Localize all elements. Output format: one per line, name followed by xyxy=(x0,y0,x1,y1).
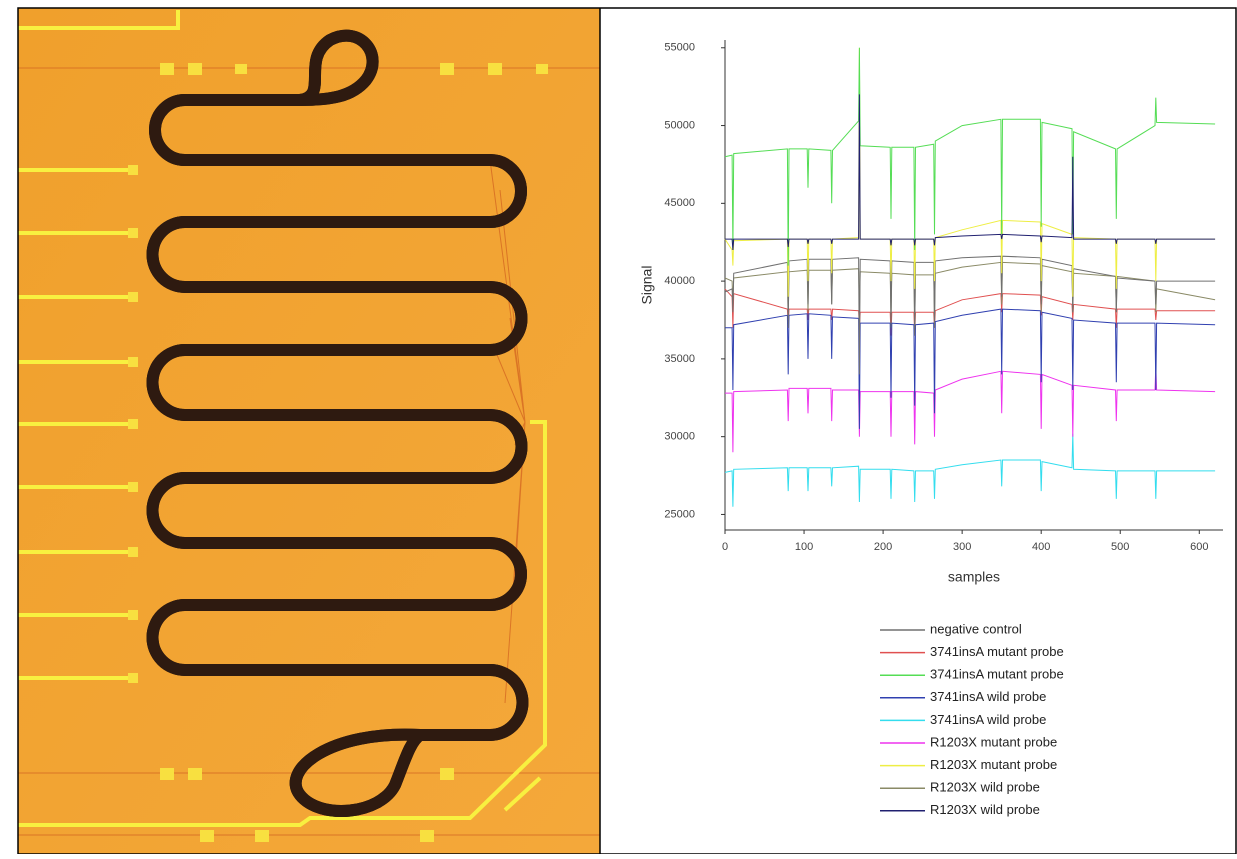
legend-label: negative control xyxy=(930,621,1022,636)
page: {"chart_data": {"type": "line", "x_label… xyxy=(0,0,1237,859)
legend-label: 3741insA mutant probe xyxy=(930,644,1064,659)
series-line xyxy=(725,289,1215,336)
x-axis-label: samples xyxy=(948,569,1000,585)
x-tick-label: 100 xyxy=(795,541,813,553)
x-tick-label: 600 xyxy=(1190,541,1208,553)
series-line xyxy=(725,48,1215,297)
legend-label: R1203X mutant probe xyxy=(930,757,1057,772)
x-tick-label: 0 xyxy=(722,541,728,553)
legend-label: R1203X mutant probe xyxy=(930,734,1057,749)
y-tick-label: 25000 xyxy=(664,508,695,520)
figure: samples Signal 25000 30000 35000 40000 45000… xyxy=(0,0,1237,854)
y-tick-label: 50000 xyxy=(664,119,695,131)
legend-label: 3741insA wild probe xyxy=(930,712,1046,727)
legend-label: 3741insA mutant probe xyxy=(930,667,1064,682)
legend-label: 3741insA wild probe xyxy=(930,689,1046,704)
series-line xyxy=(725,48,1215,266)
legend-label: R1203X wild probe xyxy=(930,780,1040,795)
x-tick-label: 200 xyxy=(874,541,892,553)
legend-label: R1203X wild probe xyxy=(930,802,1040,817)
series-line xyxy=(725,434,1215,507)
series-line xyxy=(725,367,1215,453)
micrograph xyxy=(18,8,600,854)
x-tick-label: 300 xyxy=(953,541,971,553)
x-tick-label: 500 xyxy=(1111,541,1129,553)
y-tick-label: 30000 xyxy=(664,431,695,443)
y-tick-label: 55000 xyxy=(664,42,695,54)
y-tick-label: 35000 xyxy=(664,353,695,365)
y-axis-label: Signal xyxy=(639,266,655,305)
y-tick-label: 45000 xyxy=(664,197,695,209)
series-line xyxy=(725,94,1215,250)
y-tick-label: 40000 xyxy=(664,275,695,287)
x-tick-label: 400 xyxy=(1032,541,1050,553)
series-line xyxy=(725,309,1215,429)
series-line xyxy=(725,256,1215,374)
series-line xyxy=(725,262,1215,327)
